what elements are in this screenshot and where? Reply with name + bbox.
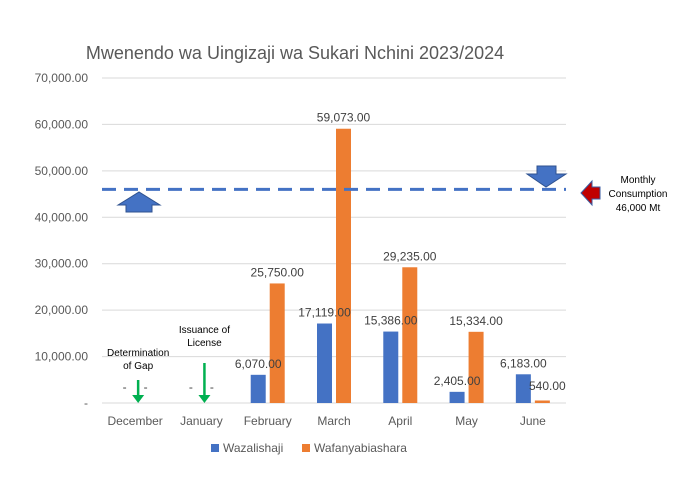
x-axis-ticks: December January February March April May June [107,414,546,428]
up-arrow-icon [116,191,162,213]
y-tick-label: 40,000.00 [35,210,89,224]
data-label: 6,070.00 [235,357,282,371]
data-label: - [189,380,193,394]
reference-line-label: 46,000 Mt [616,203,661,214]
bar-wazalishaji [449,391,465,403]
legend-label: Wafanyabiashara [314,441,407,455]
data-label: 540.00 [529,379,566,393]
bar-wazalishaji [317,323,332,403]
data-label: 15,386.00 [364,314,418,328]
chart-title: Mwenendo wa Uingizaji wa Sukari Nchini 2… [86,43,504,63]
down-arrow-icon [525,165,568,188]
annotation-label: License [187,338,222,349]
bar-wazalishaji [250,374,266,403]
x-tick-label: December [107,414,162,428]
reference-line-label: Consumption [609,189,668,200]
data-label: 59,073.00 [317,111,371,125]
x-tick-label: January [180,414,223,428]
gridlines [102,77,566,404]
data-label: 29,235.00 [383,249,437,263]
bars [250,128,550,404]
data-label: - [210,380,214,394]
down-arrow-icon [198,395,211,403]
y-tick-label: 10,000.00 [35,350,89,364]
data-label: 6,183.00 [500,356,547,370]
annotation-label: Determination [107,348,169,359]
y-tick-label: - [84,396,88,410]
annotations: Determination of Gap Issuance of License [107,325,230,403]
data-label: 15,334.00 [449,314,503,328]
legend: Wazalishaji Wafanyabiashara [211,441,407,455]
annotation-label: Issuance of [179,325,230,336]
bar-wafanyabiashara [402,267,418,403]
x-tick-label: April [388,414,412,428]
y-tick-label: 60,000.00 [35,117,89,131]
y-tick-label: 50,000.00 [35,164,89,178]
left-arrow-icon [580,179,601,207]
data-labels: - - 6,070.00 17,119.00 15,386.00 2,405.00 6,18… [123,111,566,394]
bar-wazalishaji [383,331,399,403]
data-label: 2,405.00 [434,374,481,388]
data-label: 25,750.00 [251,265,305,279]
bar-wafanyabiashara [336,128,351,404]
y-axis-ticks: - 10,000.00 20,000.00 30,000.00 40,000.00 50,… [35,71,89,410]
legend-swatch [302,444,310,452]
x-tick-label: June [520,414,546,428]
data-label: 17,119.00 [298,306,351,320]
x-tick-label: March [317,414,350,428]
reference-line-label: Monthly [620,175,655,186]
bar-wazalishaji [515,374,531,403]
legend-swatch [211,444,219,452]
bar-wafanyabiashara [269,283,285,403]
x-tick-label: February [244,414,292,428]
bar-wafanyabiashara [468,331,484,403]
data-label: - [144,380,148,394]
data-label: - [123,380,127,394]
y-tick-label: 70,000.00 [35,71,89,85]
x-tick-label: May [455,414,478,428]
bar-wafanyabiashara [534,400,550,403]
annotation-label: of Gap [123,361,153,372]
legend-label: Wazalishaji [223,441,283,455]
reference-line-group: Monthly Consumption 46,000 Mt [102,165,668,214]
y-tick-label: 20,000.00 [35,303,89,317]
down-arrow-icon [132,395,145,403]
y-tick-label: 30,000.00 [35,257,89,271]
